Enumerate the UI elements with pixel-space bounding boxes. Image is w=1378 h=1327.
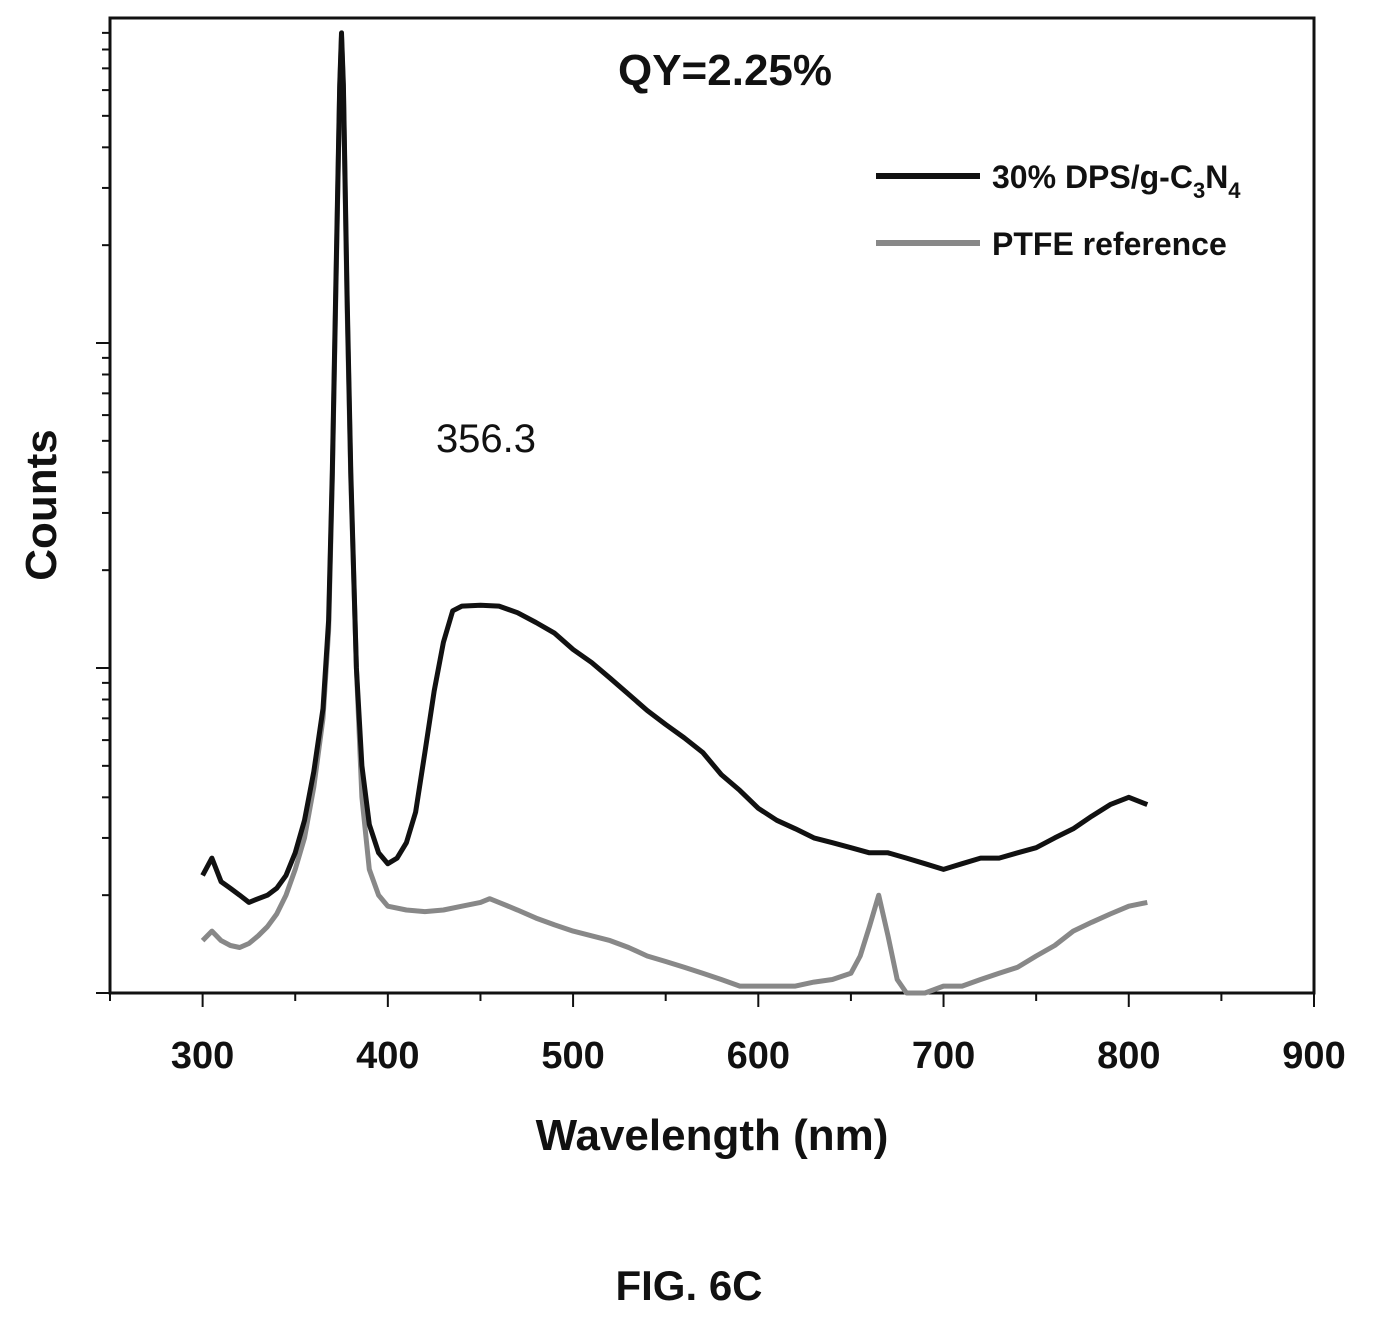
quantum-yield-annotation: QY=2.25% (618, 46, 832, 95)
plot-frame (108, 16, 1316, 995)
x-tick-label: 800 (1097, 1035, 1160, 1077)
x-tick-label: 600 (727, 1035, 790, 1077)
series-layer (200, 30, 1149, 996)
x-tick-label: 900 (1282, 1035, 1345, 1077)
series-line-ptfe-reference (200, 33, 1148, 996)
x-tick-label: 500 (541, 1035, 604, 1077)
x-major-ticks: 300 400 500 600 700 800 900 (171, 993, 1346, 1077)
legend-label-dps: 30% DPS/g-C3N4 (992, 159, 1241, 203)
x-tick-label: 300 (171, 1035, 234, 1077)
y-axis-title: Counts (17, 429, 66, 581)
x-axis-title: Wavelength (nm) (536, 1111, 889, 1160)
legend: 30% DPS/g-C3N4 PTFE reference (876, 159, 1241, 262)
x-minor-ticks (109, 993, 1223, 1001)
series-line-dps-g-c3n4 (200, 30, 1149, 905)
peak-value-annotation: 356.3 (436, 417, 536, 461)
legend-label-ptfe: PTFE reference (992, 226, 1227, 262)
x-tick-label: 700 (912, 1035, 975, 1077)
emission-spectrum-chart: 300 400 500 600 700 800 900 QY=2.25% 356.3 30%… (17, 16, 1346, 1160)
y-ticks (96, 31, 110, 994)
x-tick-label: 400 (356, 1035, 419, 1077)
figure-caption: FIG. 6C (615, 1262, 763, 1309)
